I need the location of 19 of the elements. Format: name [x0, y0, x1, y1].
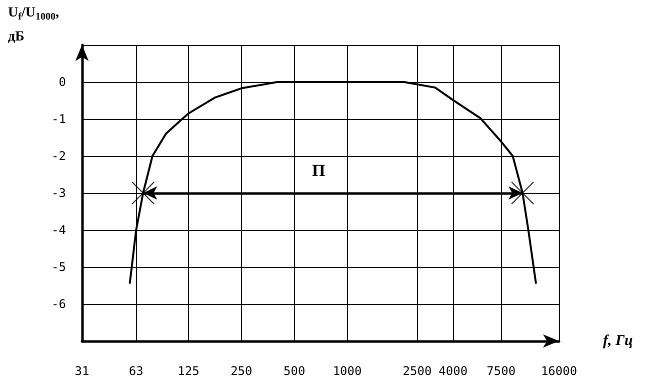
annotation: П	[312, 161, 326, 180]
y-tick-label: -6	[52, 297, 66, 311]
x-tick-label: 1000	[332, 364, 362, 378]
x-tick-label: 16000	[540, 364, 578, 378]
x-tick-label: 4000	[438, 364, 468, 378]
y-tick-label: -5	[52, 260, 66, 274]
x-tick-label: 7500	[486, 364, 516, 378]
x-tick-label: 125	[178, 364, 200, 378]
x-tick-label: 31	[74, 364, 90, 378]
x-tick-label: 500	[283, 364, 306, 378]
y-tick-label: -4	[52, 223, 66, 237]
y-tick-label: -1	[52, 112, 66, 126]
y-tick-label: -3	[52, 186, 66, 200]
x-tick-label: 250	[230, 364, 252, 378]
x-tick-label: 2500	[402, 364, 432, 378]
x-axis-title: f, Гц	[603, 333, 633, 349]
y-tick-label: -2	[52, 149, 66, 163]
x-tick-label: 63	[128, 364, 144, 378]
y-tick-label: 0	[58, 75, 66, 89]
